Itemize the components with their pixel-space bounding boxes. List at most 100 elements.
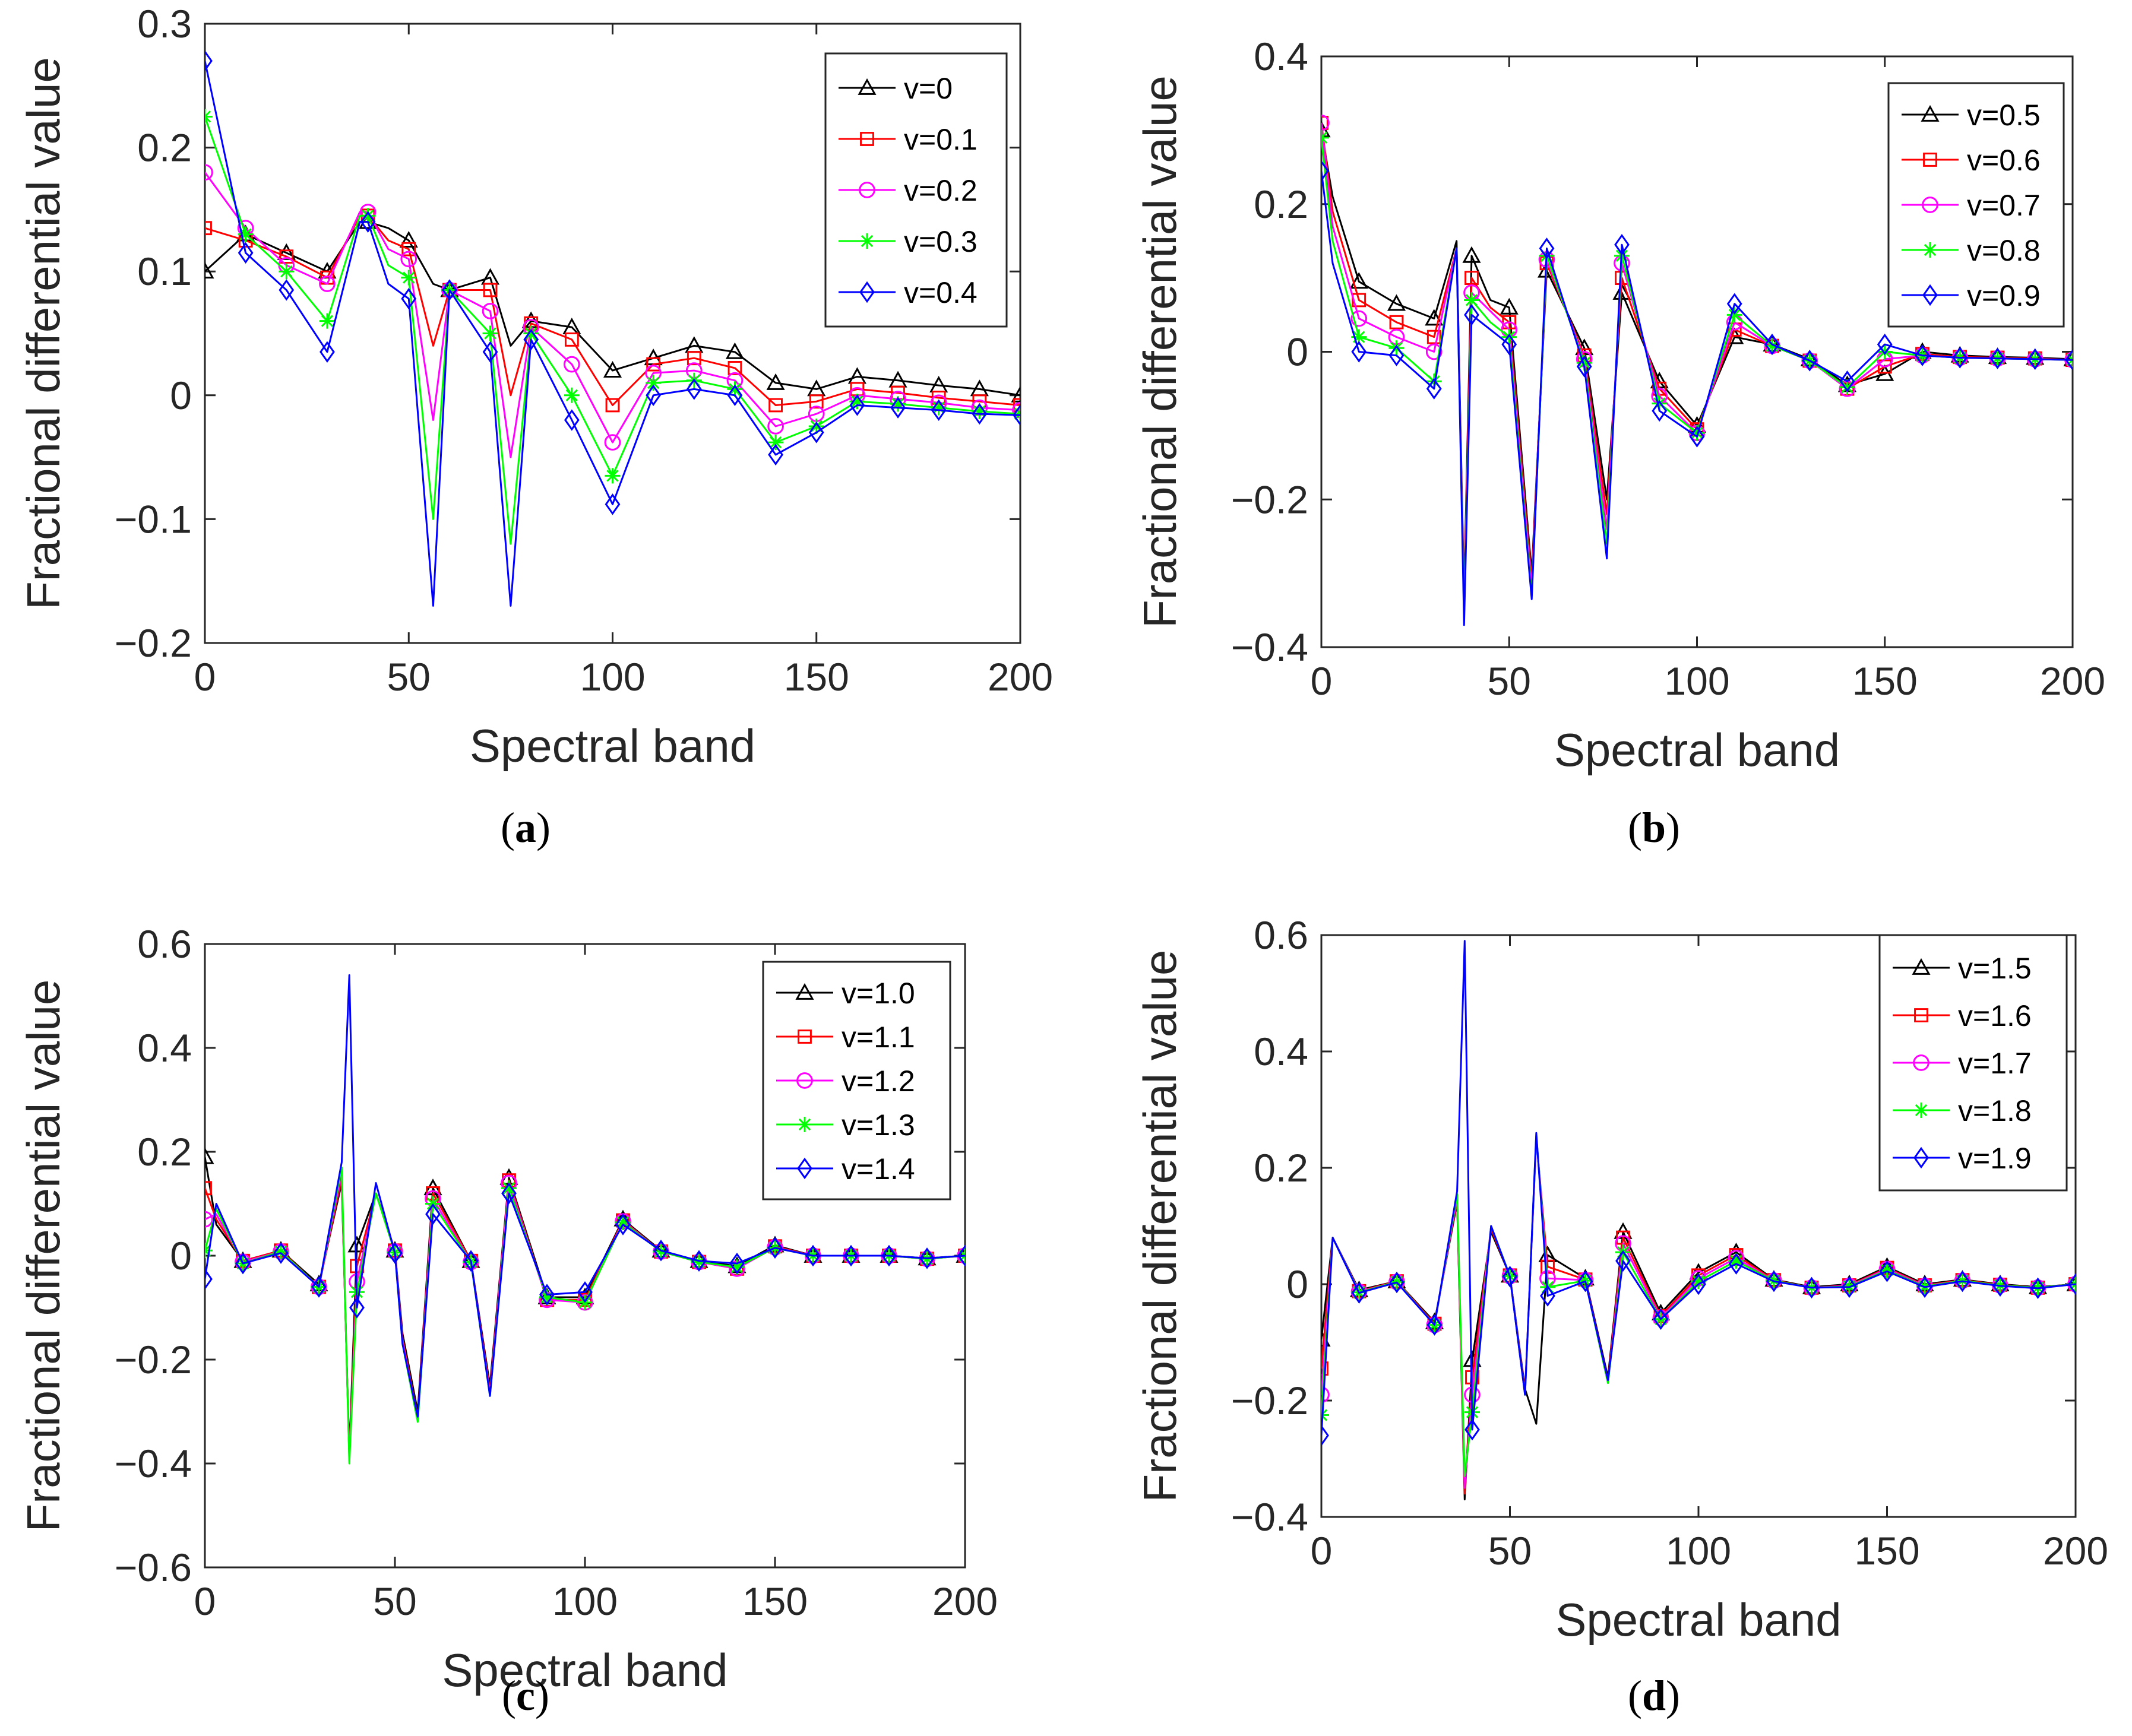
data-point	[564, 332, 579, 347]
legend-marker	[1912, 958, 1931, 975]
y-tick-label: −0.2	[115, 1338, 192, 1382]
data-point	[725, 342, 744, 359]
series-line-1	[1321, 130, 2073, 597]
data-point	[349, 1297, 365, 1319]
data-point	[1426, 373, 1442, 389]
data-point	[931, 399, 947, 422]
data-point	[1954, 1270, 1970, 1293]
data-point	[1764, 333, 1780, 356]
data-point	[1577, 1270, 1593, 1293]
data-point	[605, 468, 621, 484]
data-point	[691, 1254, 707, 1270]
data-point	[687, 351, 701, 366]
data-point	[1321, 160, 1329, 182]
data-point	[1012, 401, 1020, 419]
data-point	[849, 394, 865, 410]
data-point	[235, 1252, 251, 1275]
data-point	[205, 221, 212, 236]
data-point	[1426, 1314, 1443, 1336]
data-point	[463, 1250, 479, 1272]
data-point	[767, 1237, 783, 1259]
legend-marker	[1922, 284, 1938, 306]
data-point	[205, 50, 213, 72]
legend-entry: v=0.9	[1967, 279, 2041, 312]
legend-marker	[796, 1072, 813, 1089]
data-point	[1426, 330, 1441, 344]
data-point	[1013, 404, 1020, 426]
data-point	[1839, 370, 1855, 392]
legend-marker	[798, 1029, 812, 1044]
y-tick-label: 0	[1286, 330, 1308, 374]
series-line-3	[205, 1171, 965, 1462]
data-point	[501, 1180, 517, 1196]
panel-caption: (a)	[501, 804, 551, 851]
data-point	[205, 262, 214, 279]
x-tick-label: 0	[1311, 1529, 1333, 1573]
data-point	[1877, 333, 1893, 356]
data-point	[205, 1268, 213, 1290]
legend-entry: v=1.2	[842, 1065, 915, 1098]
data-point	[1011, 385, 1020, 403]
data-point	[399, 230, 418, 248]
series-line-5	[1321, 170, 2073, 626]
data-point	[1691, 1274, 1706, 1290]
y-tick-label: 0.2	[1254, 1146, 1308, 1190]
data-point	[1726, 293, 1742, 315]
x-tick-label: 50	[387, 655, 431, 699]
data-point	[686, 378, 702, 400]
data-point	[931, 400, 947, 416]
x-axis-label: Spectral band	[442, 1644, 727, 1696]
series-group	[1321, 940, 2076, 1501]
data-point	[1728, 1253, 1744, 1269]
legend-entry: v=0.7	[1967, 189, 2041, 222]
data-point	[400, 251, 417, 268]
legend-marker	[797, 1157, 812, 1180]
data-point	[1387, 294, 1406, 311]
legend-marker	[1913, 1146, 1929, 1169]
data-point	[1689, 425, 1705, 441]
data-point	[766, 373, 785, 390]
y-tick-label: −0.2	[1231, 1379, 1308, 1423]
data-point	[1464, 271, 1479, 286]
data-point	[727, 384, 743, 406]
data-point	[1426, 378, 1442, 400]
data-point	[843, 1244, 859, 1267]
data-point	[564, 409, 580, 431]
data-point	[238, 242, 254, 264]
data-point	[1728, 1253, 1744, 1275]
series-line-1	[1321, 1202, 2076, 1501]
y-tick-label: 0.2	[1254, 182, 1308, 226]
data-point	[347, 1236, 366, 1253]
legend-marker	[859, 281, 875, 303]
data-point	[615, 1214, 631, 1236]
y-tick-label: −0.2	[1231, 477, 1308, 521]
data-point	[1501, 333, 1517, 356]
data-point	[1691, 1273, 1706, 1295]
data-point	[1766, 1270, 1782, 1293]
data-point	[319, 275, 336, 292]
data-point	[1388, 340, 1405, 356]
y-tick-label: 0.4	[137, 1026, 192, 1070]
data-point	[1352, 293, 1366, 308]
data-point	[1614, 233, 1630, 256]
data-point	[564, 356, 580, 373]
data-point	[2030, 1277, 2046, 1300]
data-point	[482, 303, 499, 319]
data-point	[1839, 379, 1855, 395]
data-point	[442, 279, 457, 301]
data-point	[805, 1244, 821, 1267]
data-point	[1425, 343, 1443, 360]
data-point	[1989, 347, 2006, 369]
data-point	[279, 279, 295, 301]
panel-caption: (b)	[1628, 804, 1680, 851]
series-line-2	[205, 1177, 965, 1459]
legend-marker	[1914, 1008, 1928, 1022]
data-point	[1464, 292, 1479, 308]
data-point	[768, 435, 784, 451]
data-point	[1802, 350, 1818, 372]
data-point	[1502, 1266, 1518, 1288]
data-point	[808, 422, 824, 443]
data-point	[691, 1250, 707, 1272]
x-tick-label: 150	[1854, 1529, 1919, 1573]
x-tick-label: 150	[742, 1579, 808, 1623]
